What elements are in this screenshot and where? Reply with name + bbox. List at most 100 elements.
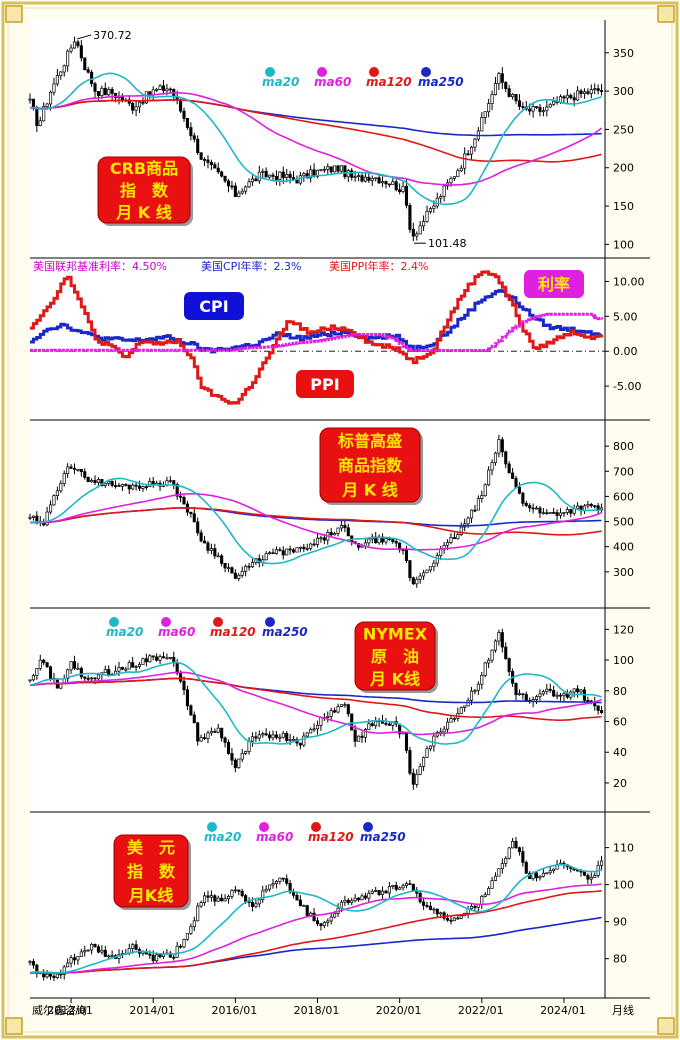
candle-body [55,75,59,85]
candle-body [148,953,152,956]
candle-body [250,178,255,183]
candle-body [589,877,593,880]
candle-body [182,939,186,948]
candle-body [517,486,521,494]
candle-body [45,103,49,107]
candle-body [127,484,131,490]
candle-body [179,100,183,112]
candle-body [432,562,436,568]
candle-body [83,471,87,478]
candle-body [52,83,56,93]
candle-body [274,734,278,738]
candle-body [504,858,508,864]
candle-body [576,90,580,101]
candle-body [446,542,450,546]
candle-body [278,877,282,882]
candle-body [247,181,251,188]
candle-body [339,524,344,529]
candle-body [446,917,450,921]
wti-ytick-label: 40 [613,746,627,759]
candle-body [452,718,456,720]
candle-body [79,951,83,957]
dxy-legend-ma250: ma250 [360,830,406,844]
candle-body [363,176,367,182]
candle-body [226,567,231,570]
candle-body [538,875,542,879]
candle-body [357,897,361,901]
candle-body [336,706,340,713]
candle-body [333,533,337,536]
gsci-ytick-label: 500 [613,516,634,529]
rates-ytick-label: 0.00 [613,345,638,358]
candle-body [240,753,244,760]
candle-body [435,197,439,207]
candle-body [110,955,114,957]
candle-body [196,138,200,154]
candle-body [504,646,508,659]
candle-body [493,452,498,463]
candle-body [487,888,491,896]
cpi-label: CPI [199,297,228,316]
candle-body [511,472,515,479]
candle-body [545,512,549,515]
candle-body [476,683,480,691]
crb-candles [28,36,604,242]
candle-body [387,886,391,894]
candle-body [415,773,419,785]
gsci-legend-dot [109,617,119,627]
candle-body [250,902,255,907]
candle-body [545,872,549,875]
candle-body [199,737,203,742]
crb-label-box [97,156,191,224]
gsci-label-box [319,427,421,503]
candle-body [309,543,313,549]
gsci-ytick-label: 800 [613,440,634,453]
candle-body [209,895,213,898]
candle-body [257,899,261,905]
candle-body [449,919,453,922]
candle-body [72,41,77,49]
candle-body [38,120,42,126]
wti-ma60-line [29,671,602,736]
candle-body [541,512,545,515]
candle-body [531,507,535,510]
candle-body [309,729,313,734]
candle-body [155,89,159,91]
candle-body [271,174,275,177]
candle-body [250,562,255,568]
candle-body [404,883,409,887]
candle-body [175,484,179,497]
wti-label-box [354,621,436,691]
candle-body [428,745,432,750]
candle-body [514,93,518,102]
candle-body [524,861,528,874]
candle-body [172,956,176,959]
ppi-label-box [296,370,354,398]
candle-body [72,468,77,470]
candle-body [230,567,234,574]
candle-body [367,893,371,899]
candle-body [172,480,176,485]
crb-label-line: CRB商品 [110,159,178,178]
candle-body [596,505,600,511]
candle-body [103,87,107,96]
candle-body [322,168,326,171]
candle-body [124,668,128,671]
candle-body [189,127,193,137]
candle-body [244,565,248,572]
candle-body [158,954,162,958]
gsci-ytick-label: 300 [613,566,634,579]
candle-body [100,949,104,953]
candle-body [250,736,255,742]
candle-body [473,509,477,512]
crb-ytick-label: 100 [613,238,634,251]
ppi-label: PPI [310,375,339,394]
candle-body [576,688,580,693]
wti-label-line: 原 油 [371,647,419,666]
candle-body [565,509,569,513]
candle-body [203,737,207,739]
crb-legend-ma120: ma120 [366,75,412,89]
candle-body [90,480,94,483]
candle-body [408,205,412,230]
dxy-ma60-line [29,883,602,974]
